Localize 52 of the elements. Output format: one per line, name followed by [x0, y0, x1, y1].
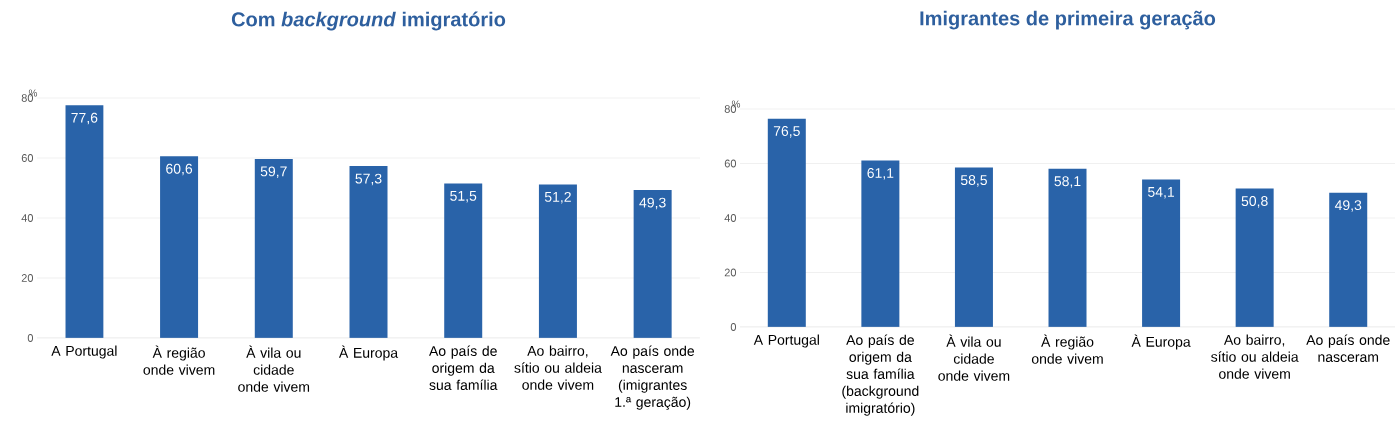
x-tick-label: Ao país de origem da sua família (background imigratório) [842, 334, 919, 416]
bar [65, 105, 104, 338]
x-tick-label: Ao país onde nasceram [1306, 334, 1390, 362]
data-label: 49,3 [1334, 200, 1362, 212]
x-tick-label: À Europa [1131, 334, 1191, 350]
bar [538, 184, 577, 338]
data-label: 76,5 [773, 126, 800, 138]
data-label: 57,3 [355, 173, 382, 186]
data-label: 58,1 [1054, 176, 1081, 188]
data-label: 59,7 [260, 166, 287, 178]
data-label: 60,6 [166, 163, 193, 176]
x-tick-label: Ao bairro, sítio ou aldeia onde vivem [514, 345, 602, 390]
bar [861, 160, 900, 327]
bar [1235, 188, 1274, 327]
bar [633, 190, 672, 338]
y-tick-label: 40 [21, 214, 34, 222]
x-tick-label: Ao país de origem da sua família [429, 345, 498, 390]
x-tick-label: Ao país onde nasceram (imigrantes 1.ª geração) [610, 345, 695, 410]
bar [444, 183, 483, 338]
x-tick-label: À vila ou cidade onde vivem [238, 345, 310, 392]
data-label: 77,6 [71, 112, 98, 125]
bar [1142, 179, 1181, 327]
data-label: 54,1 [1148, 187, 1175, 199]
y-tick-label: 0 [730, 323, 737, 331]
y-tick-label: 40 [724, 214, 737, 222]
bar [349, 166, 388, 338]
x-tick-label: À Europa [338, 345, 399, 361]
chart-title: Com background imigratório [231, 11, 506, 31]
bar [160, 156, 199, 338]
x-tick-label: À região onde vivem [1031, 334, 1103, 364]
y-tick-label: 60 [724, 159, 737, 168]
data-label: 49,3 [639, 197, 666, 210]
y-tick-label: 20 [724, 268, 737, 277]
y-tick-label: 0 [27, 334, 34, 342]
x-tick-label: À região onde vivem [143, 345, 215, 375]
x-tick-label: A Portugal [753, 334, 819, 348]
x-tick-label: À vila ou cidade onde vivem [938, 334, 1010, 381]
data-label: 51,2 [544, 191, 571, 204]
data-label: 50,8 [1241, 196, 1268, 208]
bar [1048, 168, 1087, 327]
x-tick-label: Ao bairro, sítio ou aldeia onde vivem [1211, 334, 1299, 379]
bar [767, 118, 806, 327]
bar [954, 167, 993, 327]
x-tick-label: A Portugal [51, 345, 117, 359]
chart-title: Imigrantes de primeira geração [920, 10, 1216, 30]
data-label: 58,5 [960, 175, 987, 187]
y-tick-label: 60 [21, 154, 34, 162]
data-label: 61,1 [867, 168, 894, 180]
y-tick-label: 20 [21, 274, 34, 282]
data-label: 51,5 [450, 191, 477, 203]
bar [254, 158, 293, 338]
bar [1329, 192, 1368, 327]
